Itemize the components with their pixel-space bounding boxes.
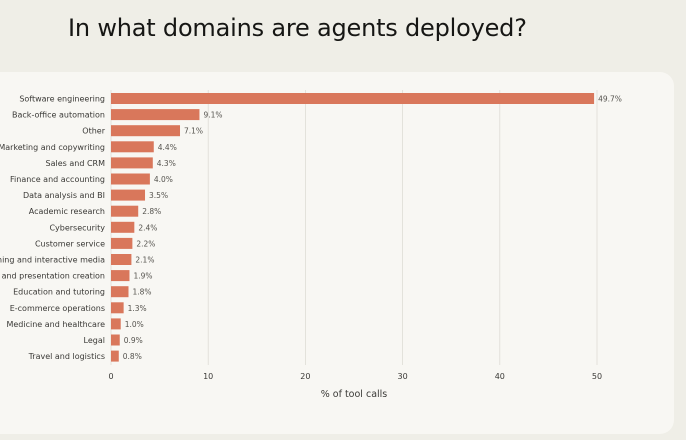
category-label: Travel and logistics xyxy=(28,352,105,361)
x-tick-label: 10 xyxy=(203,372,213,381)
value-label: 4.3% xyxy=(157,159,176,168)
category-label: Academic research xyxy=(29,207,105,216)
category-label: Document and presentation creation xyxy=(0,272,105,281)
category-labels: Software engineering Back-office automati… xyxy=(0,95,106,362)
bar xyxy=(111,109,200,121)
value-label: 49.7% xyxy=(598,95,622,104)
category-label: Software engineering xyxy=(19,95,105,104)
bar-chart: Software engineering Back-office automati… xyxy=(0,90,622,400)
x-tick-labels: 0 10 20 30 40 50 xyxy=(108,372,602,381)
x-axis-title: % of tool calls xyxy=(321,389,388,400)
bars xyxy=(111,93,595,362)
category-label: Legal xyxy=(84,336,105,345)
value-label: 9.1% xyxy=(203,111,222,120)
value-label: 3.5% xyxy=(149,191,168,200)
bar xyxy=(111,125,181,137)
bar xyxy=(111,173,150,185)
category-label: Finance and accounting xyxy=(10,175,105,184)
value-label: 4.4% xyxy=(158,143,177,152)
bar xyxy=(111,141,154,153)
value-label: 2.4% xyxy=(138,223,157,232)
category-label: Back-office automation xyxy=(12,111,105,120)
category-label: Education and tutoring xyxy=(13,288,105,297)
value-label: 4.0% xyxy=(154,175,173,184)
bar xyxy=(111,254,132,265)
x-tick-label: 20 xyxy=(300,372,310,381)
value-label: 2.1% xyxy=(135,256,154,265)
bar xyxy=(111,286,129,298)
bar xyxy=(111,270,130,282)
x-tick-label: 0 xyxy=(108,372,113,381)
chart-title: In what domains are agents deployed? xyxy=(68,14,527,42)
bar xyxy=(111,205,139,217)
category-label: E-commerce operations xyxy=(10,304,105,313)
bar xyxy=(111,237,133,249)
category-label: Sales and CRM xyxy=(46,159,106,168)
bar xyxy=(111,221,135,233)
value-labels: 49.7% 9.1%7.1% 4.4% 4.3% 4.0% 3.5% 2.8% 2.4% 2.2… xyxy=(123,95,622,362)
value-label: 2.2% xyxy=(136,239,155,248)
category-label: Data analysis and BI xyxy=(23,191,105,200)
bar xyxy=(111,350,119,362)
chart-card: Software engineering Back-office automati… xyxy=(0,72,674,434)
bar xyxy=(111,189,146,201)
value-label: 1.9% xyxy=(133,272,152,281)
value-label: 7.1% xyxy=(184,127,203,136)
category-label: Other xyxy=(82,127,105,136)
x-tick-label: 40 xyxy=(495,372,505,381)
category-label: Medicine and healthcare xyxy=(6,320,105,329)
bar xyxy=(111,318,121,330)
x-tick-label: 50 xyxy=(592,372,602,381)
category-label: Cybersecurity xyxy=(49,223,105,232)
value-label: 0.9% xyxy=(124,336,143,345)
category-label: Marketing and copywriting xyxy=(0,143,105,152)
value-label: 0.8% xyxy=(123,352,142,361)
bar xyxy=(111,334,120,346)
category-label: Gaming and interactive media xyxy=(0,256,105,265)
bar xyxy=(111,93,595,104)
bar xyxy=(111,157,153,169)
value-label: 2.8% xyxy=(142,207,161,216)
value-label: 1.8% xyxy=(132,288,151,297)
value-label: 1.3% xyxy=(128,304,147,313)
x-tick-label: 30 xyxy=(398,372,408,381)
value-label: 1.0% xyxy=(125,320,144,329)
bar xyxy=(111,302,124,314)
category-label: Customer service xyxy=(35,239,105,248)
